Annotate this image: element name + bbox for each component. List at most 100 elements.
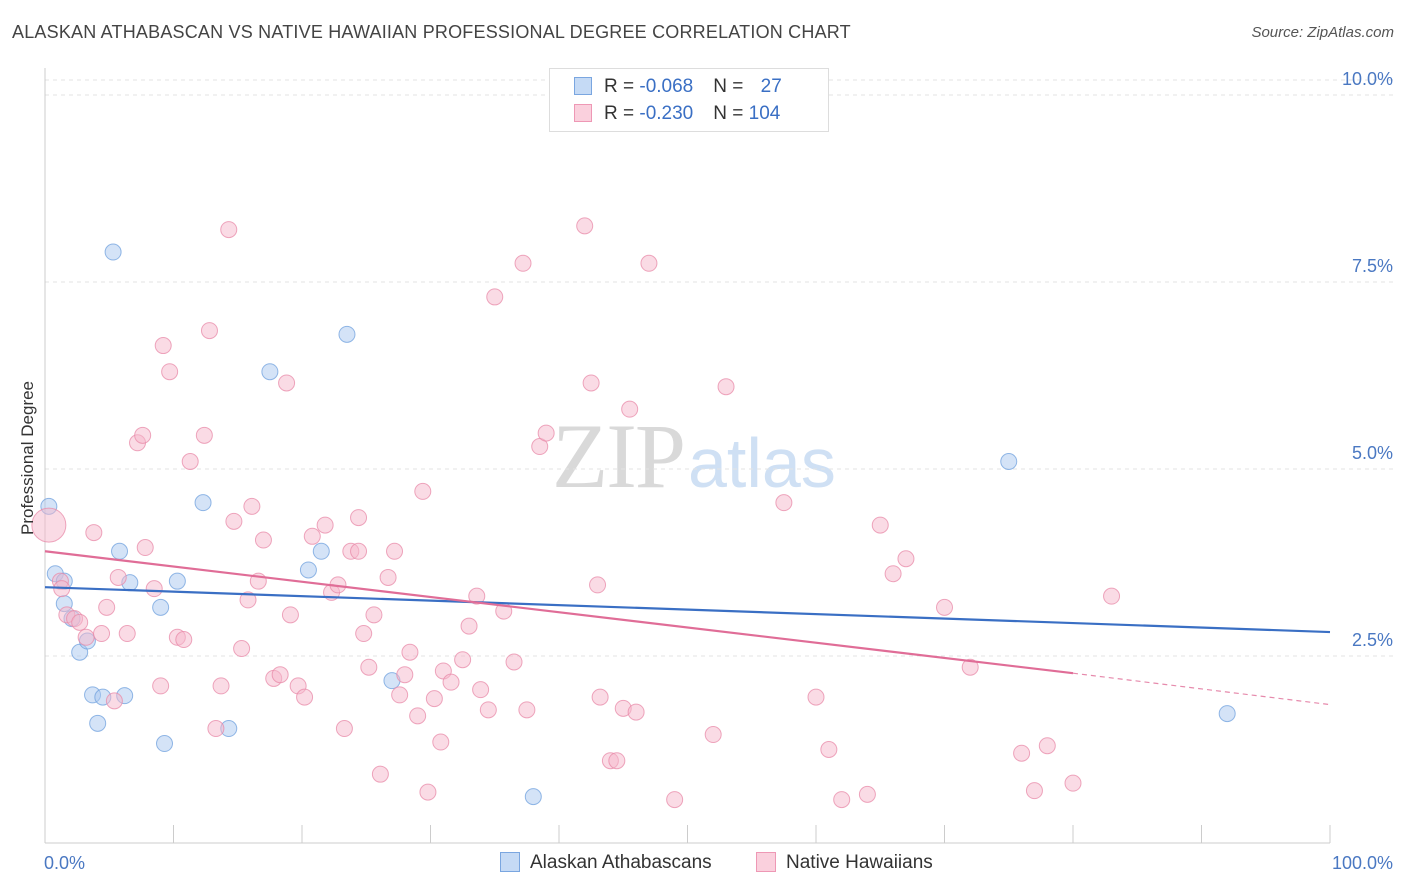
tick-labels: 2.5% 5.0% 7.5% 10.0% 0.0% 100.0% [44,69,1393,873]
data-point [401,643,419,661]
data-point [195,426,213,444]
data-point [479,701,497,719]
data-point [105,692,123,710]
x-tick-label-left: 0.0% [44,853,85,873]
data-point [582,374,600,392]
data-point [350,509,368,527]
bottom-legend-swatch-athabascan [500,852,520,872]
legend-r-label: R = [604,76,640,97]
data-point [425,690,443,708]
data-point [704,726,722,744]
data-point [524,788,542,806]
data-point [350,542,368,560]
data-point [145,580,163,598]
data-point [355,625,373,643]
bottom-legend-swatch-hawaiian [756,852,776,872]
data-point [621,400,639,418]
data-point [296,688,314,706]
data-point [514,254,532,272]
legend-swatch-hawaiian [574,104,592,122]
data-point [225,512,243,530]
data-point [627,703,645,721]
data-point [442,673,460,691]
data-point [281,606,299,624]
data-point [71,613,89,631]
legend-r-value: -0.068 [639,76,694,97]
data-point [212,677,230,695]
data-point [181,453,199,470]
data-point [175,631,193,649]
data-point [871,516,889,534]
data-point [486,288,504,306]
data-point [316,516,334,534]
data-point [111,542,129,560]
data-points [31,217,1236,809]
data-point [537,424,555,442]
data-point [432,733,450,751]
data-point [98,598,116,616]
data-point [1064,774,1082,792]
data-point [261,363,279,381]
data-point [335,720,353,738]
data-point [454,651,472,669]
data-point [897,550,915,568]
bottom-legend-hawaiian: Native Hawaiians [756,852,933,874]
data-point [136,539,154,557]
data-point [360,658,378,676]
y-tick-label: 10.0% [1342,69,1393,89]
y-tick-label: 7.5% [1352,256,1393,276]
data-point [271,666,289,684]
data-point [220,221,238,239]
bottom-legend-athabascan: Alaskan Athabascans [500,852,712,874]
data-point [460,617,478,635]
data-point [152,598,170,616]
data-point [152,677,170,695]
data-point [365,606,383,624]
trend-line-0 [44,586,1331,634]
trend-line-extension-1 [1072,672,1331,706]
x-tick-label-right: 100.0% [1332,853,1393,873]
data-point [961,658,979,676]
source-label: Source: ZipAtlas.com [1251,24,1394,41]
data-point [409,707,427,725]
data-point [858,785,876,803]
data-point [299,561,317,579]
legend-r-value: -0.230 [639,103,694,124]
data-point [391,686,409,704]
data-point [518,701,536,719]
bottom-legend-label: Alaskan Athabascans [530,852,712,873]
data-point [161,363,179,381]
data-point [775,494,793,512]
data-point [589,576,607,594]
data-point [820,740,838,758]
data-point [468,587,486,605]
data-point [666,791,684,809]
trend-line-1 [44,550,1074,675]
data-point [278,374,296,392]
data-point [807,688,825,706]
data-point [312,542,330,560]
data-point [239,591,257,609]
data-point [1013,744,1031,762]
data-point [414,482,432,500]
y-tick-label: 5.0% [1352,443,1393,463]
data-point [194,494,212,512]
data-point [156,735,174,753]
axes [44,68,1331,844]
data-point [640,254,658,272]
bottom-legend-label: Native Hawaiians [786,852,933,873]
data-point [386,542,404,560]
legend-swatch-athabascan [574,77,592,95]
data-point [505,653,523,671]
legend-n-value: 27 [760,76,782,97]
legend-n-label: N = [713,76,749,97]
data-point [884,565,902,583]
data-point [419,783,437,801]
data-point [717,378,735,396]
data-point [371,765,389,783]
legend-n-value: 104 [748,103,781,124]
data-point [85,524,103,542]
data-point [243,497,261,515]
stats-legend: R = -0.068 N = 27 R = -0.230 N = 104 [549,68,829,132]
